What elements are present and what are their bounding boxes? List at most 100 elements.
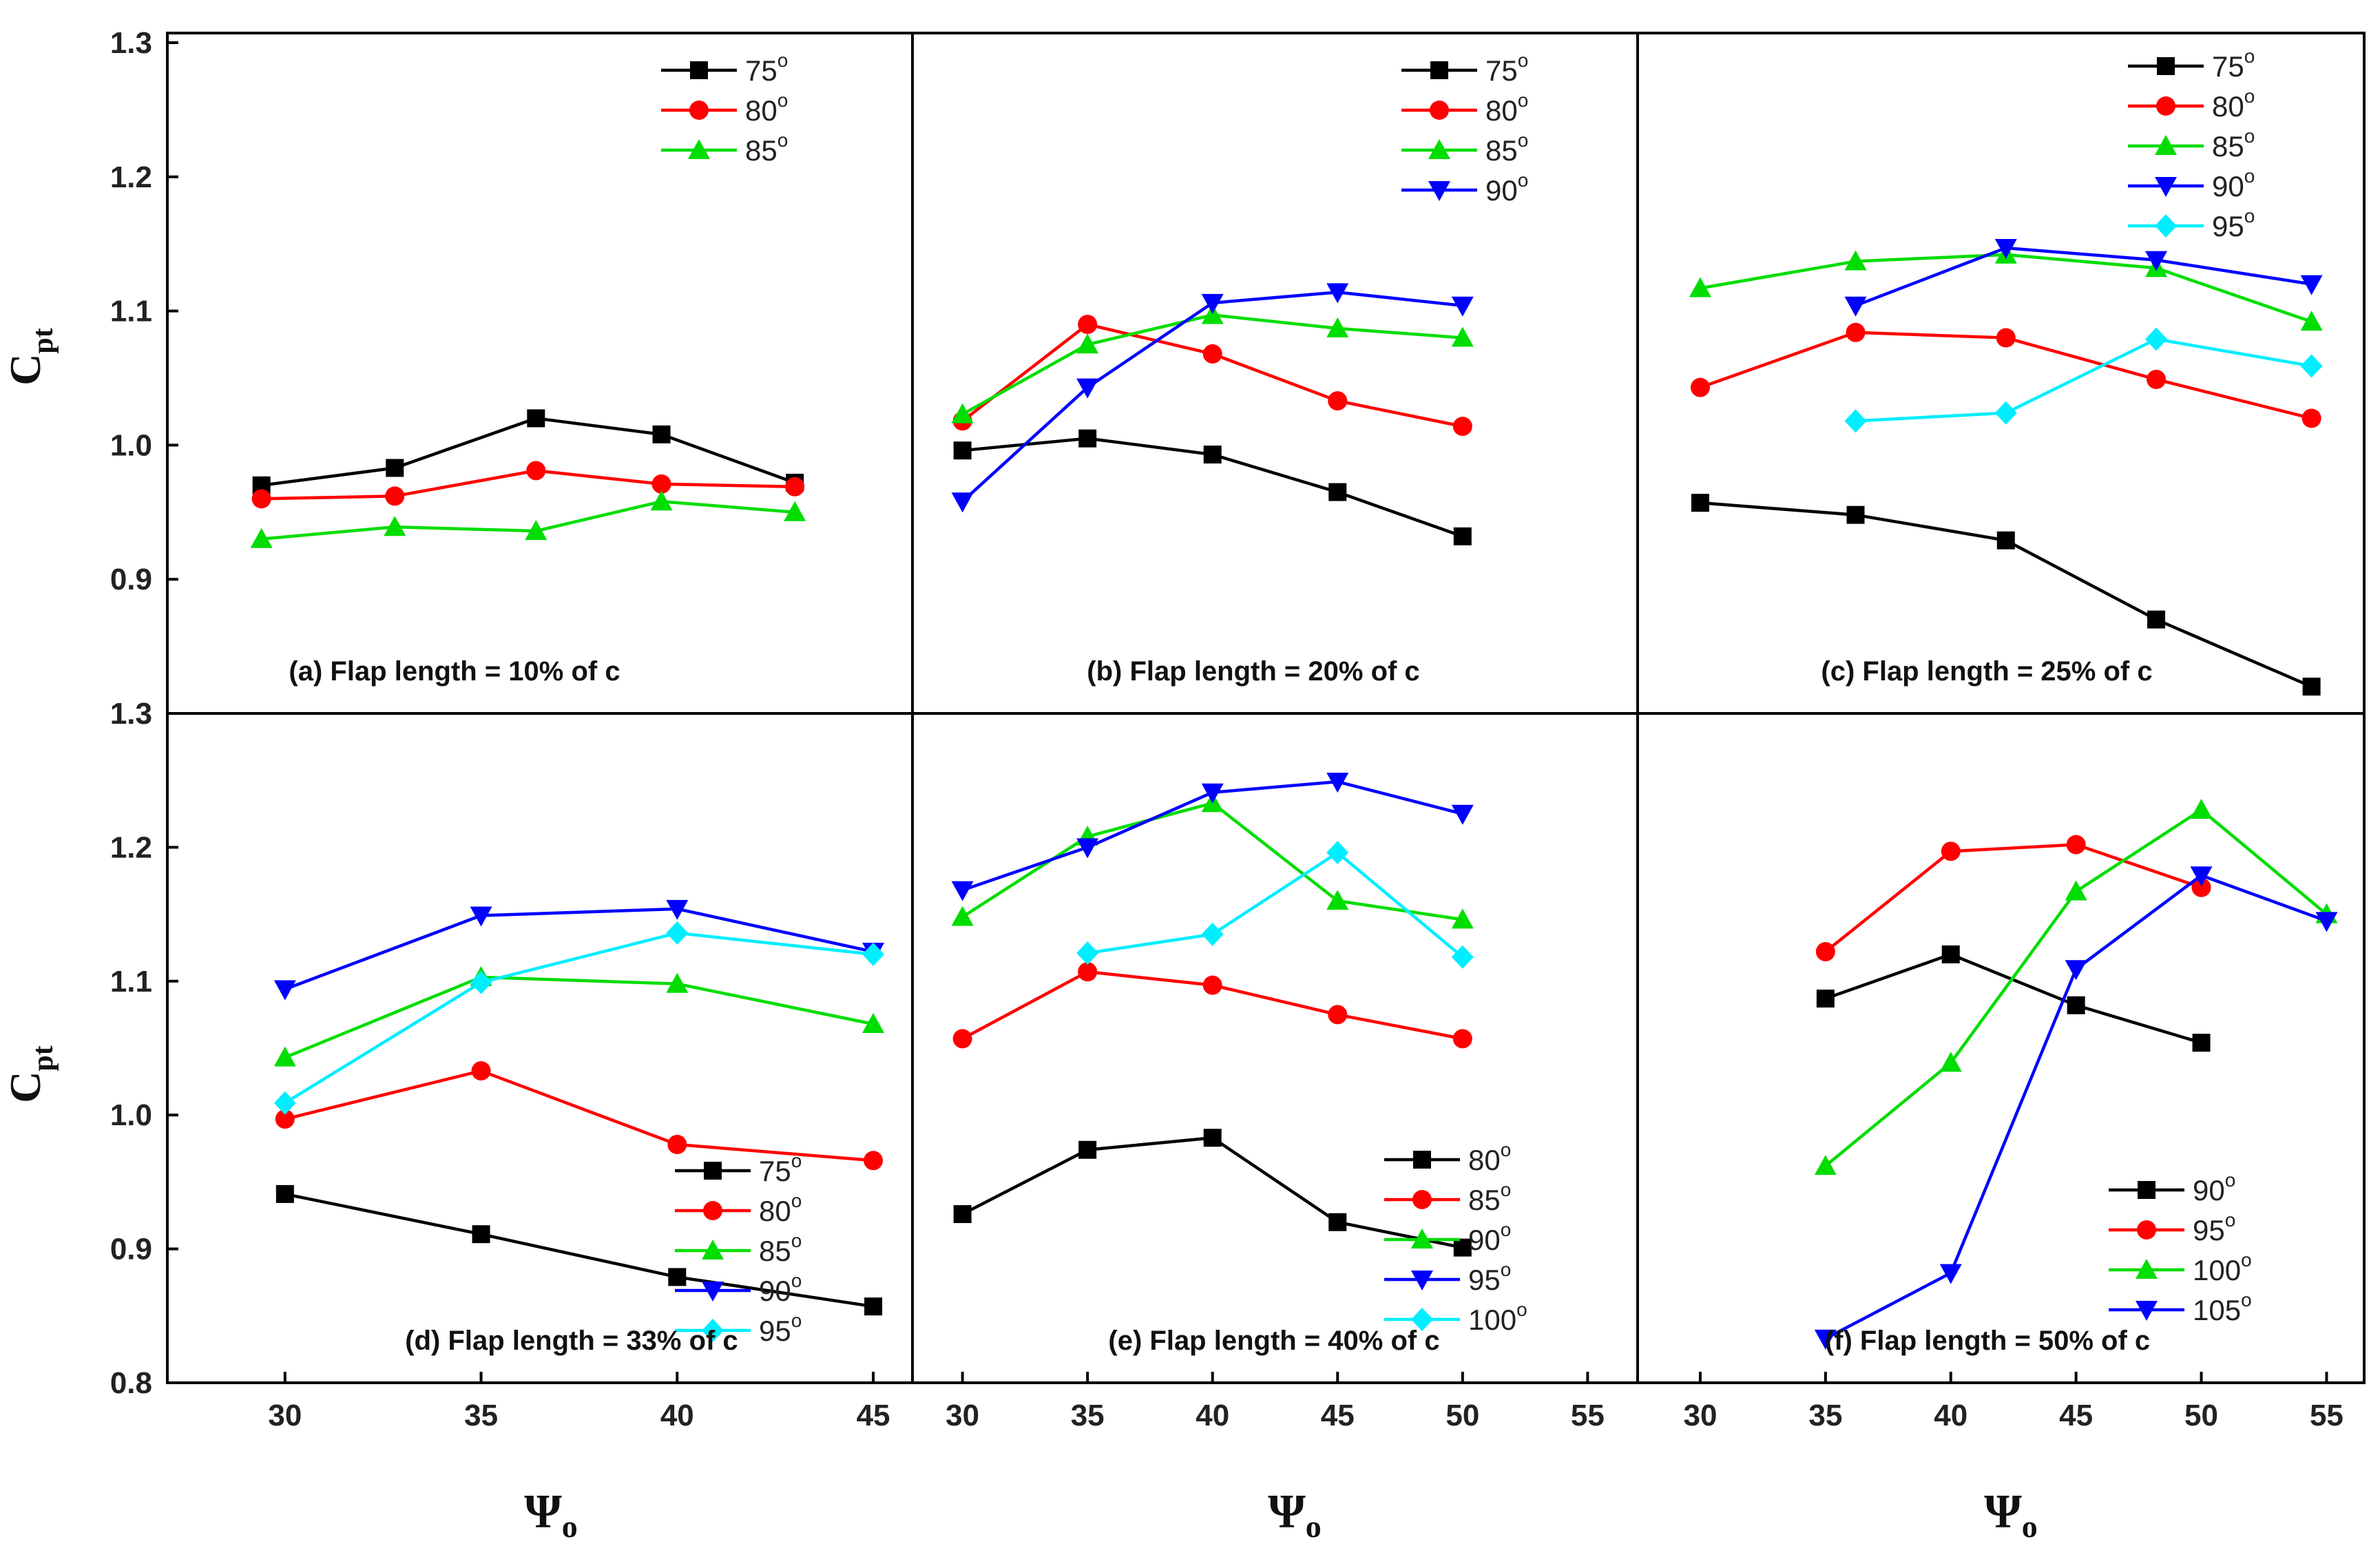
x-axis-title-sub: o	[2022, 1509, 2038, 1544]
x-tick-label: 35	[1071, 1399, 1105, 1432]
data-point-f-105-0	[1814, 1329, 1837, 1350]
legend-marker-100	[1411, 1308, 1433, 1331]
caption-layer: (a) Flap length = 10% of c (b) Flap lengt…	[289, 656, 2152, 1356]
caption-f: (f) Flap length = 50% of c	[1825, 1326, 2150, 1356]
data-point-f-90-3	[2192, 1034, 2211, 1052]
series-line-f-95	[1824, 843, 2202, 953]
data-point-b-75-0	[953, 441, 972, 460]
legend-marker-95	[1411, 1271, 1433, 1290]
x-tick-label: 40	[1196, 1399, 1229, 1432]
legend-marker-90	[2138, 1181, 2155, 1199]
data-point-c-85-0	[1689, 277, 1711, 297]
series-line-d-75	[284, 1192, 874, 1308]
x-tick-label: 45	[1321, 1399, 1355, 1432]
y-tick-label: 1.1	[110, 295, 152, 328]
legend-marker-85	[702, 1240, 724, 1260]
degree-mark: o	[2244, 165, 2255, 187]
degree-mark: o	[791, 1230, 802, 1251]
outer-frame	[166, 32, 2366, 1384]
x-tick-label: 45	[857, 1399, 890, 1432]
data-point-c-95-0	[1844, 409, 1867, 433]
x-tick-label: 50	[2184, 1399, 2218, 1432]
y-axis-title-sub: pt	[28, 328, 59, 353]
data-point-b-90-1	[1076, 378, 1099, 399]
data-point-e-80-3	[1328, 1213, 1347, 1231]
legend-marker-75	[2157, 57, 2175, 75]
legend-label-85: 85o	[759, 1230, 802, 1267]
legend-label-95: 95o	[2193, 1209, 2235, 1246]
y-axis-title-text: Cpt	[1, 328, 59, 386]
data-point-c-75-3	[2147, 610, 2166, 629]
legend-label-95: 95o	[2212, 205, 2255, 242]
data-point-a-80-1	[385, 486, 405, 506]
data-point-e-100-0	[1076, 941, 1099, 965]
x-tick-label: 35	[464, 1399, 498, 1432]
degree-mark: o	[777, 90, 789, 111]
series-line-a-85	[261, 499, 795, 541]
data-point-f-100-2	[2065, 880, 2087, 901]
data-point-d-80-1	[471, 1061, 491, 1081]
degree-mark: o	[1518, 129, 1529, 151]
degree-mark: o	[2225, 1169, 2236, 1191]
y-tick-label: 1.3	[110, 697, 152, 731]
caption-c: (c) Flap length = 25% of c	[1821, 656, 2152, 687]
legend-label-85: 85o	[1485, 129, 1528, 167]
data-point-d-75-1	[472, 1225, 490, 1244]
x-tick-label: 30	[946, 1399, 979, 1432]
data-point-e-95-4	[1451, 804, 1474, 825]
panel-b	[951, 283, 1474, 545]
degree-mark: o	[2244, 205, 2255, 227]
data-point-d-90-2	[666, 899, 689, 920]
legend-marker-80	[2156, 96, 2175, 116]
data-point-e-100-2	[1326, 841, 1349, 865]
y-tick-label: 1.2	[110, 830, 152, 864]
data-point-f-105-2	[2065, 960, 2087, 981]
data-point-c-80-4	[2301, 408, 2321, 428]
caption-d: (d) Flap length = 33% of c	[405, 1326, 738, 1356]
y-tick-label: 0.9	[110, 563, 152, 596]
data-point-b-90-4	[1451, 296, 1474, 317]
degree-mark: o	[1501, 1259, 1512, 1280]
panel-f	[1814, 798, 2338, 1350]
legend-marker-95	[2137, 1220, 2156, 1240]
caption-e: (e) Flap length = 40% of c	[1108, 1326, 1439, 1356]
data-point-b-80-4	[1452, 417, 1472, 437]
data-point-e-95-1	[1076, 838, 1099, 859]
data-point-a-75-2	[527, 409, 545, 428]
legend-label-95: 95o	[759, 1310, 802, 1347]
data-point-d-90-1	[470, 906, 492, 927]
data-point-d-75-2	[668, 1268, 687, 1286]
x-tick-label: 40	[660, 1399, 694, 1432]
legend-marker-90	[1411, 1229, 1433, 1248]
data-point-b-80-1	[1078, 315, 1098, 335]
data-point-f-105-3	[2190, 866, 2213, 887]
data-point-b-75-2	[1203, 446, 1222, 464]
legend-label-90: 90o	[759, 1270, 802, 1307]
x-tick-label: 30	[268, 1399, 302, 1432]
y-tick-label: 1.3	[110, 26, 152, 60]
data-point-e-100-3	[1451, 945, 1474, 969]
degree-mark: o	[2244, 45, 2255, 67]
series-line-e-100	[1087, 850, 1464, 959]
data-point-c-85-4	[2300, 311, 2323, 331]
data-point-b-75-4	[1453, 527, 1472, 545]
degree-mark: o	[791, 1310, 802, 1331]
series-line-e-90	[961, 801, 1463, 921]
data-point-e-80-0	[953, 1205, 972, 1224]
degree-mark: o	[2244, 125, 2255, 147]
legend-label-90: 90o	[2212, 165, 2255, 202]
data-point-e-90-0	[951, 906, 974, 926]
x-axis-title-0: Ψo	[524, 1485, 578, 1544]
x-axis-title-1: Ψo	[1268, 1485, 1322, 1544]
x-axis-title-sub: o	[562, 1509, 578, 1544]
data-point-c-90-3	[2300, 275, 2323, 295]
data-point-c-80-2	[1996, 328, 2016, 348]
series-line-d-80	[284, 1069, 874, 1162]
series-line-d-90	[284, 907, 874, 991]
data-point-e-80-1	[1078, 1140, 1097, 1159]
